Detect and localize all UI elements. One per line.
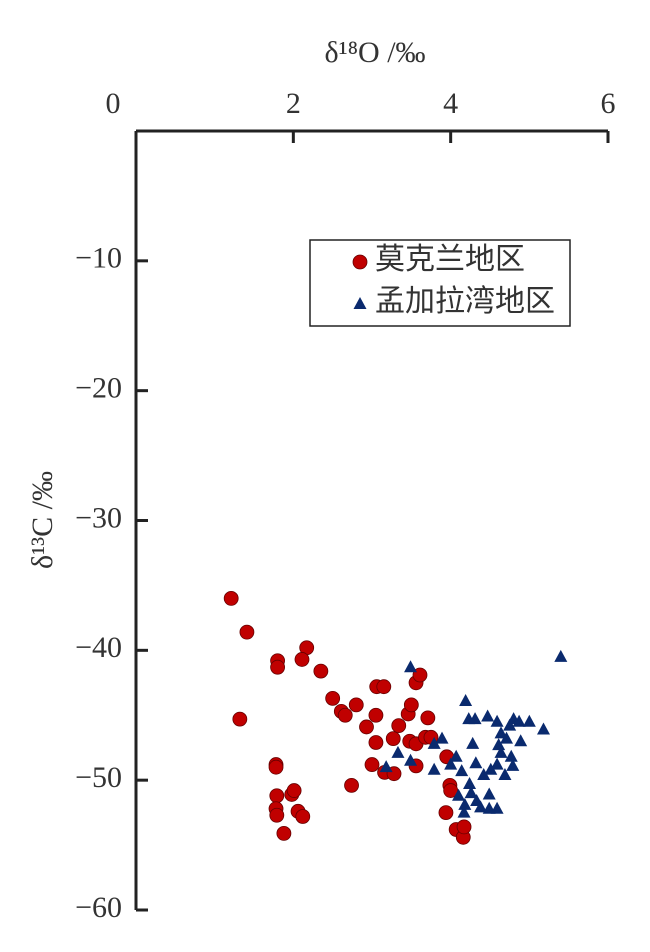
point: [498, 767, 512, 780]
point: [474, 800, 488, 813]
point: [494, 726, 508, 739]
point: [459, 693, 473, 706]
point: [481, 709, 495, 722]
y-tick-label: −20: [75, 372, 122, 405]
point: [368, 735, 384, 750]
point: [269, 807, 285, 823]
legend-label: 莫克兰地区: [375, 243, 525, 276]
point: [344, 777, 359, 793]
point: [391, 745, 405, 758]
point: [490, 801, 504, 814]
point: [469, 756, 483, 769]
point: [294, 652, 310, 667]
legend-marker: [353, 297, 367, 309]
point: [364, 757, 380, 772]
point: [554, 649, 568, 662]
x-tick-label: 0: [106, 87, 121, 120]
point: [536, 722, 550, 735]
point: [468, 712, 482, 725]
y-tick-label: −60: [75, 891, 122, 924]
point: [385, 731, 401, 747]
point: [457, 805, 471, 818]
point: [522, 714, 536, 727]
point: [379, 760, 393, 773]
point: [452, 788, 466, 801]
point: [477, 767, 491, 780]
point: [449, 749, 463, 762]
point: [368, 707, 384, 723]
legend: [309, 239, 571, 327]
point: [490, 757, 504, 770]
point: [482, 787, 496, 800]
point: [359, 719, 374, 735]
point: [427, 762, 441, 775]
legend-marker: [352, 254, 368, 270]
point: [484, 762, 498, 775]
x-axis-label: δ¹⁸O /‰: [324, 36, 425, 69]
y-tick-label: −10: [75, 242, 122, 275]
point: [455, 764, 469, 777]
point: [269, 788, 285, 804]
point: [403, 697, 419, 713]
point: [313, 663, 329, 679]
point: [223, 591, 239, 606]
point: [444, 757, 458, 770]
x-tick-label: 4: [443, 87, 458, 120]
y-tick-label: −30: [75, 501, 122, 534]
point: [514, 734, 528, 747]
x-tick-label: 2: [286, 87, 301, 120]
point: [376, 679, 392, 695]
point: [270, 659, 286, 675]
point: [239, 624, 255, 640]
y-tick-label: −40: [75, 631, 122, 664]
point: [325, 690, 341, 706]
point: [391, 718, 407, 734]
point: [492, 738, 506, 751]
point: [435, 731, 449, 744]
point: [348, 697, 364, 713]
legend-label: 孟加拉湾地区: [375, 285, 555, 318]
point: [420, 710, 436, 726]
point: [504, 749, 518, 762]
point: [458, 797, 472, 810]
x-tick-label: 6: [601, 87, 616, 120]
point: [276, 825, 292, 841]
point: [232, 711, 248, 727]
point: [286, 783, 302, 798]
point: [295, 809, 311, 824]
y-tick-label: −50: [75, 761, 122, 794]
point: [456, 819, 472, 835]
point: [268, 759, 284, 775]
point: [404, 753, 418, 766]
point: [337, 707, 353, 723]
point: [494, 745, 508, 758]
point: [466, 736, 480, 749]
y-axis-label: δ¹³C /‰: [26, 471, 59, 569]
point: [503, 718, 517, 731]
point: [427, 736, 441, 749]
point: [506, 758, 520, 771]
point: [463, 777, 477, 790]
point: [464, 786, 478, 799]
point: [500, 731, 514, 744]
point: [490, 714, 504, 727]
point: [438, 805, 454, 821]
point: [404, 660, 418, 673]
point: [512, 714, 526, 727]
